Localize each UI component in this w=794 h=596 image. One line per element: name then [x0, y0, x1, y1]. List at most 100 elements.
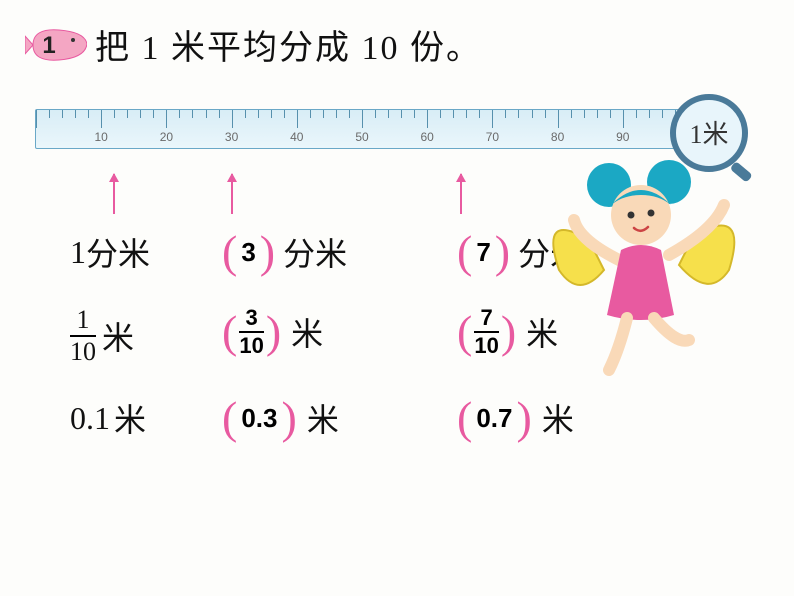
- ruler-minor-tick: [518, 110, 519, 118]
- ruler-minor-tick: [440, 110, 441, 118]
- ruler-minor-tick: [505, 110, 506, 118]
- ruler-tick: [362, 110, 363, 128]
- ruler-minor-tick: [597, 110, 598, 118]
- paren-open: (: [220, 400, 239, 437]
- ruler-label: 70: [486, 130, 499, 144]
- cartoon-character: [549, 150, 739, 380]
- col1-dm-value: 1: [70, 234, 86, 271]
- pointer-arrow: [460, 174, 462, 214]
- ruler-minor-tick: [388, 110, 389, 118]
- frac-num: 1: [77, 307, 90, 333]
- paren-close: ): [499, 314, 518, 351]
- pointer-arrow: [231, 174, 233, 214]
- ruler-minor-tick: [349, 110, 350, 118]
- paren-open: (: [220, 314, 239, 351]
- ruler-minor-tick: [545, 110, 546, 118]
- ruler-minor-tick: [401, 110, 402, 118]
- exercise-number: 1: [42, 32, 55, 59]
- unit-m: 米: [307, 395, 339, 441]
- frac-den: 10: [70, 335, 96, 365]
- col2-frac-answer: 3 10: [239, 307, 263, 357]
- col3-dec-answer: 0.7: [474, 403, 514, 434]
- unit-dm: 分米: [86, 229, 150, 275]
- col1-dm: 1 分米: [70, 229, 150, 275]
- col1-dec-value: 0.1: [70, 400, 110, 437]
- ruler-tick: [36, 110, 37, 128]
- col3-dec: ( 0.7 ) 米: [455, 395, 574, 441]
- ruler-minor-tick: [75, 110, 76, 118]
- col2-dm-answer: 3: [239, 237, 257, 268]
- ruler-label: 30: [225, 130, 238, 144]
- ruler-minor-tick: [49, 110, 50, 118]
- frac-den: 10: [474, 331, 498, 357]
- ruler-minor-tick: [62, 110, 63, 118]
- ruler-tick: [101, 110, 102, 128]
- paren-close: ): [258, 234, 277, 271]
- ruler-minor-tick: [179, 110, 180, 118]
- ruler-minor-tick: [245, 110, 246, 118]
- paren-close: ): [493, 234, 512, 271]
- paren-close: ): [279, 400, 298, 437]
- pointer-arrow: [113, 174, 115, 214]
- ruler-minor-tick: [153, 110, 154, 118]
- fish-badge: 1: [25, 24, 87, 66]
- ruler-label: 80: [551, 130, 564, 144]
- ruler-tick: [427, 110, 428, 128]
- ruler-minor-tick: [323, 110, 324, 118]
- ruler-minor-tick: [88, 110, 89, 118]
- unit-m: 米: [102, 313, 134, 359]
- row-decimal: 0.1 米 ( 0.3 ) 米 ( 0.7 ) 米: [25, 395, 769, 467]
- ruler-minor-tick: [140, 110, 141, 118]
- paren-close: ): [514, 400, 533, 437]
- ruler-minor-tick: [375, 110, 376, 118]
- frac-num: 3: [245, 307, 257, 329]
- paren-open: (: [220, 234, 239, 271]
- unit-m: 米: [114, 395, 146, 441]
- ruler-minor-tick: [192, 110, 193, 118]
- ruler-label: 40: [290, 130, 303, 144]
- title-text: 把 1 米平均分成 10 份。: [95, 20, 482, 69]
- frac-num: 7: [480, 307, 492, 329]
- ruler-minor-tick: [662, 110, 663, 118]
- ruler-tick: [623, 110, 624, 128]
- ruler-minor-tick: [414, 110, 415, 118]
- ruler-minor-tick: [571, 110, 572, 118]
- ruler-tick: [166, 110, 167, 128]
- unit-m: 米: [291, 309, 323, 355]
- ruler-minor-tick: [127, 110, 128, 118]
- col3-dm-answer: 7: [474, 237, 492, 268]
- ruler-label: 10: [95, 130, 108, 144]
- paren-close: ): [264, 314, 283, 351]
- ruler-minor-tick: [336, 110, 337, 118]
- col2-frac: ( 3 10 ) 米: [220, 307, 323, 357]
- col3-frac: ( 7 10 ) 米: [455, 307, 558, 357]
- ruler-minor-tick: [649, 110, 650, 118]
- unit-m: 米: [542, 395, 574, 441]
- ruler-minor-tick: [479, 110, 480, 118]
- frac-den: 10: [239, 331, 263, 357]
- ruler-minor-tick: [284, 110, 285, 118]
- col1-dec: 0.1 米: [70, 395, 146, 441]
- ruler-minor-tick: [610, 110, 611, 118]
- ruler-minor-tick: [636, 110, 637, 118]
- ruler-minor-tick: [206, 110, 207, 118]
- ruler-minor-tick: [453, 110, 454, 118]
- ruler-label: 90: [616, 130, 629, 144]
- ruler-minor-tick: [310, 110, 311, 118]
- ruler-minor-tick: [219, 110, 220, 118]
- col3-frac-answer: 7 10: [474, 307, 498, 357]
- ruler-tick: [297, 110, 298, 128]
- ruler-label: 20: [160, 130, 173, 144]
- col1-frac: 1 10 米: [70, 307, 134, 365]
- paren-open: (: [455, 400, 474, 437]
- ruler-minor-tick: [271, 110, 272, 118]
- col2-dec: ( 0.3 ) 米: [220, 395, 339, 441]
- col2-dm: ( 3 ) 分米: [220, 229, 347, 275]
- paren-open: (: [455, 314, 474, 351]
- ruler-tick: [558, 110, 559, 128]
- ruler-minor-tick: [114, 110, 115, 118]
- ruler-minor-tick: [584, 110, 585, 118]
- ruler-tick: [492, 110, 493, 128]
- paren-open: (: [455, 234, 474, 271]
- ruler-tick: [232, 110, 233, 128]
